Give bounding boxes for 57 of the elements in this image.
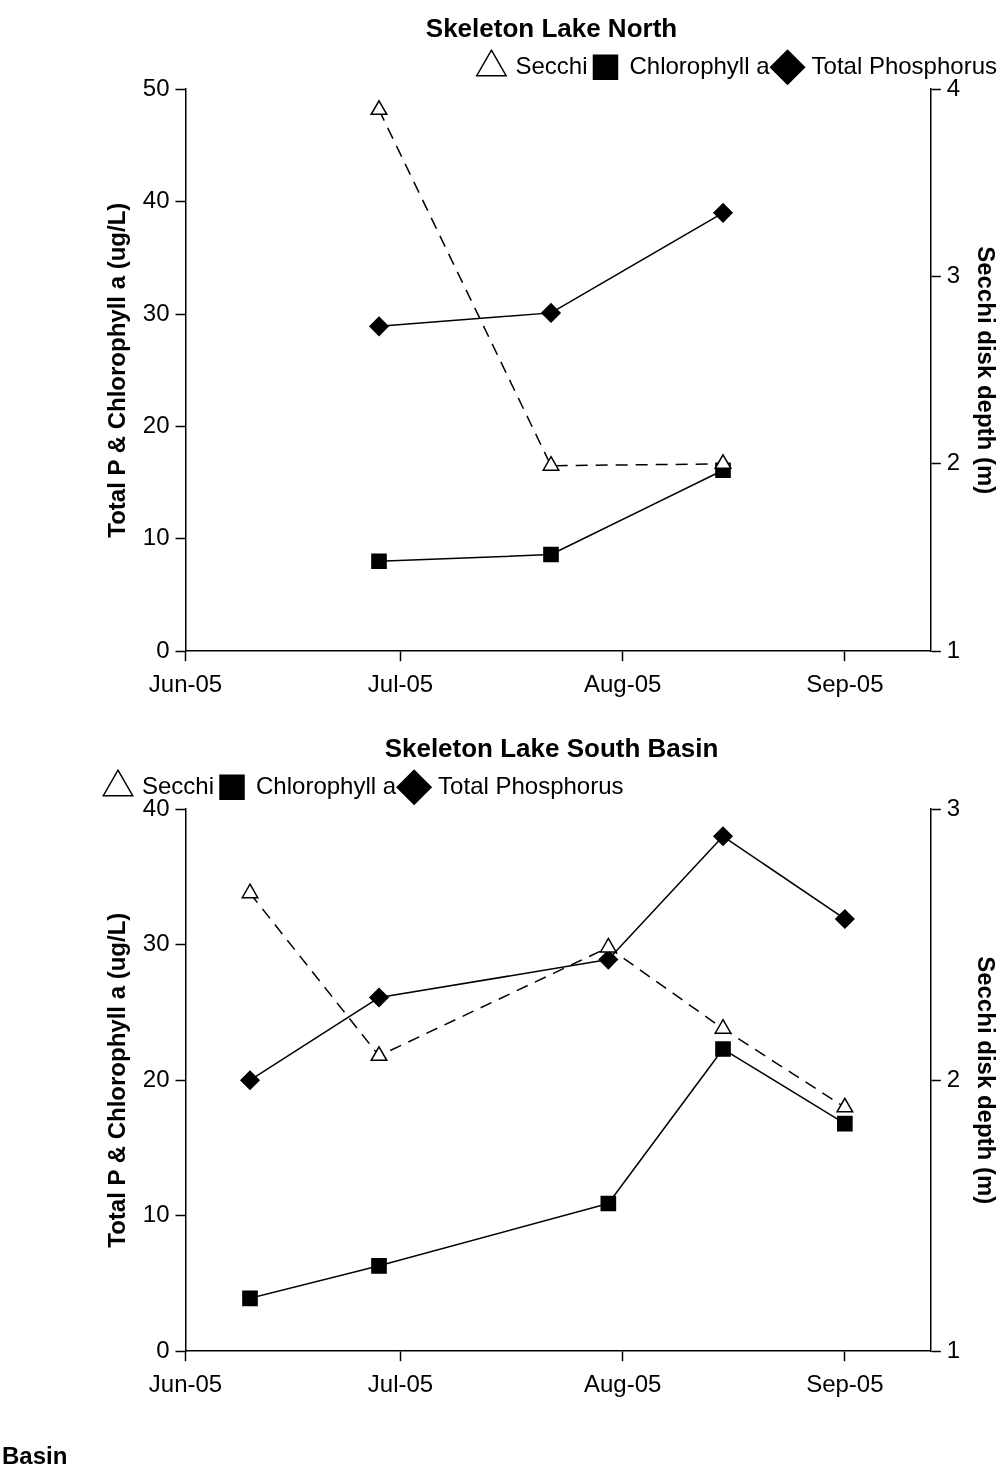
legend-label: Secchi (515, 51, 588, 79)
y2-tick-label: 1 (946, 1335, 961, 1363)
y-tick-label: 20 (142, 1064, 170, 1092)
y-tick-label: 0 (156, 1335, 170, 1363)
x-tick-label: Jun-05 (148, 1370, 223, 1398)
y-tick-label: 30 (142, 298, 170, 326)
point (370, 100, 388, 116)
y-tick-label: 20 (142, 411, 170, 439)
chart-title: Skeleton Lake South Basin (384, 732, 719, 763)
y2-tick-label: 2 (946, 448, 961, 476)
y-tick-label: 0 (156, 635, 170, 663)
point (369, 987, 389, 1008)
legend-label: Chlorophyll a (629, 51, 771, 79)
chart-title: Skeleton Lake North (425, 12, 678, 43)
point (542, 455, 560, 471)
y-axis-title: Total P & Chlorophyll a (ug/L) (103, 912, 131, 1248)
point (836, 1097, 854, 1113)
point (713, 826, 733, 847)
x-tick-label: Aug-05 (583, 1370, 662, 1398)
point (371, 1258, 387, 1274)
point (599, 937, 617, 953)
point (240, 1070, 260, 1090)
x-tick-label: Sep-05 (806, 1370, 884, 1398)
y2-axis-title: Secchi disk depth (m) (972, 956, 1000, 1205)
y2-tick-label: 3 (946, 261, 961, 289)
point (715, 1041, 731, 1057)
legend-label: Chlorophyll a (256, 771, 397, 799)
y-tick-label: 30 (142, 929, 170, 957)
point (369, 316, 389, 337)
x-tick-label: Jun-05 (148, 670, 223, 698)
point (714, 454, 732, 470)
y2-tick-label: 3 (946, 793, 961, 821)
x-tick-label: Aug-05 (583, 670, 662, 698)
x-tick-label: Jul-05 (367, 1370, 434, 1398)
point (835, 909, 855, 929)
point (242, 1290, 258, 1307)
y-tick-label: 10 (142, 523, 170, 551)
point (241, 883, 259, 899)
y-tick-label: 40 (142, 186, 170, 214)
point (837, 1115, 853, 1132)
x-tick-label: Jul-05 (367, 670, 434, 698)
point (713, 203, 733, 223)
y2-tick-label: 1 (946, 635, 961, 663)
point (370, 1046, 388, 1062)
legend-label: Total Phosphorus (438, 771, 624, 799)
y-tick-label: 50 (142, 73, 170, 101)
x-tick-label: Sep-05 (806, 670, 884, 698)
point (600, 1195, 617, 1212)
y-tick-label: 10 (142, 1200, 170, 1228)
point (714, 1018, 732, 1034)
y-axis-title: Total P & Chlorophyll a (ug/L) (103, 202, 131, 538)
point (371, 553, 387, 570)
point (543, 546, 559, 563)
y2-tick-label: 2 (946, 1064, 961, 1092)
y2-axis-title: Secchi disk depth (m) (972, 246, 1000, 495)
text: Basin (2, 1442, 68, 1470)
point (541, 303, 561, 323)
